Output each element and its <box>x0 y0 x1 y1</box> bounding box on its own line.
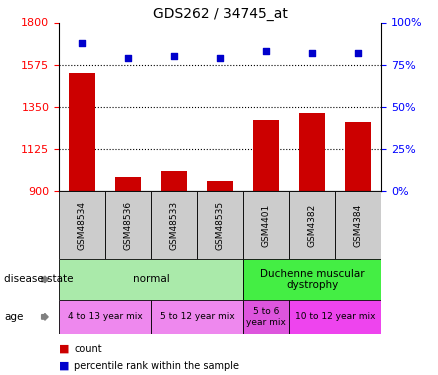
Point <box>170 53 178 59</box>
Bar <box>243 191 289 259</box>
Text: GSM4401: GSM4401 <box>261 203 271 247</box>
Bar <box>289 300 381 334</box>
Text: disease state: disease state <box>4 274 74 284</box>
Text: GSM4382: GSM4382 <box>307 203 317 247</box>
Text: count: count <box>74 344 102 354</box>
Bar <box>59 191 105 259</box>
Point <box>79 40 86 46</box>
Title: GDS262 / 34745_at: GDS262 / 34745_at <box>153 8 287 21</box>
Point <box>354 50 361 56</box>
Bar <box>116 177 141 191</box>
Text: ■: ■ <box>59 344 70 354</box>
Bar <box>105 191 151 259</box>
Text: age: age <box>4 312 24 322</box>
Bar <box>151 300 243 334</box>
Bar <box>335 191 381 259</box>
Bar <box>70 73 95 191</box>
Bar <box>243 259 381 300</box>
Text: GSM4384: GSM4384 <box>353 203 363 247</box>
Text: percentile rank within the sample: percentile rank within the sample <box>74 361 240 370</box>
Text: GSM48536: GSM48536 <box>124 200 133 250</box>
Text: 5 to 6
year mix: 5 to 6 year mix <box>246 307 286 327</box>
Bar <box>59 259 243 300</box>
Text: Duchenne muscular
dystrophy: Duchenne muscular dystrophy <box>260 268 364 290</box>
Bar <box>254 120 279 191</box>
Bar <box>59 300 151 334</box>
Bar <box>208 181 233 191</box>
Text: GSM48534: GSM48534 <box>78 201 87 249</box>
Bar <box>346 122 371 191</box>
Text: 5 to 12 year mix: 5 to 12 year mix <box>160 312 234 321</box>
Bar <box>300 112 325 191</box>
Text: GSM48535: GSM48535 <box>215 200 225 250</box>
Bar <box>151 191 197 259</box>
Point <box>216 55 223 61</box>
Text: 10 to 12 year mix: 10 to 12 year mix <box>295 312 375 321</box>
Bar <box>243 300 289 334</box>
Text: normal: normal <box>133 274 170 284</box>
Bar <box>197 191 243 259</box>
Point <box>124 55 131 61</box>
Text: GSM48533: GSM48533 <box>170 200 179 250</box>
Text: ■: ■ <box>59 361 70 370</box>
Bar <box>162 171 187 191</box>
Bar <box>289 191 335 259</box>
Point <box>262 48 269 54</box>
Text: 4 to 13 year mix: 4 to 13 year mix <box>68 312 142 321</box>
Point <box>308 50 315 56</box>
